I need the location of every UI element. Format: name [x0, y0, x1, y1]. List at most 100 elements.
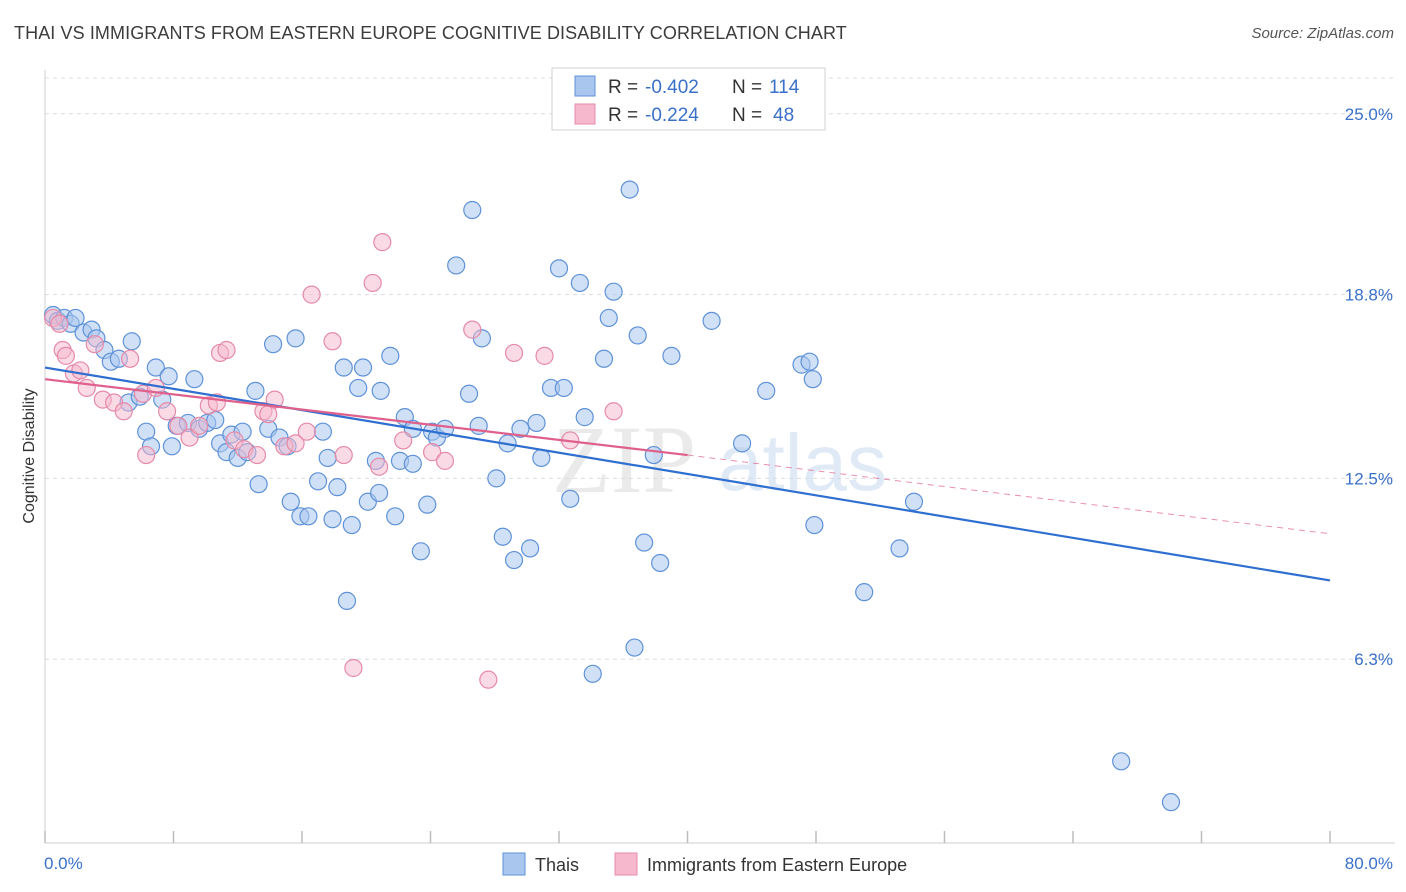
- immigrant-point: [479, 670, 498, 689]
- immigrant-point: [435, 451, 455, 470]
- thai-point: [308, 472, 328, 491]
- thai-point: [890, 539, 909, 558]
- series-legend-swatch-immigrants: [614, 852, 638, 876]
- legend-swatch-immigrants: [574, 103, 596, 125]
- thai-point: [463, 200, 482, 220]
- chart-source: Source: ZipAtlas.com: [1251, 25, 1394, 42]
- thai-point: [583, 664, 602, 683]
- y-tick-label: 25.0%: [1345, 105, 1393, 124]
- thai-point: [349, 378, 368, 398]
- thai-point: [418, 495, 437, 514]
- legend-box: [551, 67, 826, 131]
- legend-r-label-2: R =: [608, 105, 638, 126]
- thai-point: [286, 329, 305, 348]
- thai-point: [520, 539, 540, 558]
- immigrant-point: [190, 416, 209, 435]
- thai-point: [411, 542, 430, 561]
- thai-point: [625, 638, 644, 657]
- immigrant-point: [344, 658, 363, 678]
- thai-point: [604, 282, 623, 301]
- thai-point: [635, 533, 654, 552]
- thai-point: [803, 370, 822, 389]
- trend-layer: [44, 366, 1331, 582]
- thai-point: [549, 259, 569, 278]
- thai-point: [337, 591, 357, 610]
- immigrant-point: [85, 335, 104, 354]
- thai-point: [246, 381, 265, 400]
- legend-n-label-1: N =: [732, 77, 762, 98]
- immigrant-point: [394, 431, 413, 450]
- y-tick-label: 6.3%: [1354, 650, 1393, 669]
- immigrant-point: [334, 445, 353, 465]
- legend-n-value-2: 48: [773, 105, 794, 126]
- thai-point: [281, 492, 300, 511]
- thai-point: [757, 381, 776, 400]
- x-tick-label: 0.0%: [44, 854, 83, 873]
- thai-point: [504, 550, 524, 570]
- thai-point: [511, 419, 530, 438]
- immigrant-point: [77, 378, 96, 398]
- immigrant-trend-line: [44, 378, 688, 457]
- thai-point: [459, 384, 479, 403]
- thai-point: [386, 507, 405, 526]
- series-legend: Thais Immigrants from Eastern Europe: [502, 852, 907, 876]
- immigrant-point: [302, 285, 321, 304]
- series-legend-label-immigrants: Immigrants from Eastern Europe: [647, 855, 907, 875]
- immigrant-point: [423, 443, 442, 462]
- thai-point: [162, 437, 181, 456]
- thai-point: [323, 510, 342, 529]
- x-tick-label: 80.0%: [1345, 854, 1393, 873]
- correlation-legend: R = -0.402 N = 114 R = -0.224 N = 48: [551, 67, 826, 131]
- thai-point: [651, 553, 670, 573]
- immigrant-point: [121, 349, 140, 368]
- thai-point: [702, 311, 721, 330]
- thai-point: [342, 515, 361, 535]
- thai-point: [493, 527, 512, 546]
- thai-point: [1112, 752, 1131, 771]
- immigrant-point: [169, 416, 188, 435]
- thai-point: [263, 335, 283, 354]
- immigrant-point: [114, 402, 133, 421]
- thai-point: [318, 448, 337, 468]
- immigrant-point: [247, 445, 267, 465]
- legend-r-value-2: -0.224: [645, 105, 699, 126]
- y-axis-label: Cognitive Disability: [21, 388, 38, 523]
- thai-point: [299, 507, 318, 526]
- thai-point: [532, 448, 551, 468]
- axis-layer: 6.3% 12.5% 18.8% 25.0% 0.0% 80.0%: [44, 70, 1395, 873]
- immigrant-point: [504, 343, 524, 363]
- thai-point: [570, 273, 589, 293]
- thai-point: [185, 370, 204, 389]
- thai-point: [66, 308, 85, 328]
- thai-point: [644, 445, 663, 465]
- thai-point: [159, 367, 178, 386]
- immigrant-point: [297, 422, 316, 441]
- thai-point: [313, 422, 332, 441]
- immigrant-point: [56, 346, 75, 365]
- immigrant-point: [373, 233, 392, 252]
- thai-point: [628, 326, 647, 345]
- thai-point: [805, 515, 824, 535]
- thai-point: [662, 346, 681, 365]
- thai-point: [554, 378, 573, 398]
- thai-point: [733, 434, 752, 453]
- thai-point: [1161, 793, 1181, 812]
- immigrant-point: [363, 273, 382, 293]
- thai-point: [371, 381, 390, 400]
- legend-r-value-1: -0.402: [645, 77, 699, 98]
- series-legend-swatch-thai: [502, 852, 526, 876]
- immigrant-point: [180, 428, 199, 447]
- y-tick-label: 18.8%: [1345, 286, 1393, 305]
- legend-r-label-1: R =: [608, 77, 638, 98]
- thai-point: [334, 358, 353, 377]
- legend-n-label-2: N =: [732, 105, 762, 126]
- thai-point: [575, 408, 594, 427]
- thai-point: [904, 492, 924, 511]
- chart-title: THAI VS IMMIGRANTS FROM EASTERN EUROPE C…: [14, 23, 847, 43]
- grid-layer: [45, 77, 1395, 660]
- y-tick-label: 12.5%: [1345, 469, 1393, 488]
- immigrant-point: [217, 340, 236, 360]
- thai-point: [527, 413, 546, 433]
- immigrant-point: [463, 320, 482, 339]
